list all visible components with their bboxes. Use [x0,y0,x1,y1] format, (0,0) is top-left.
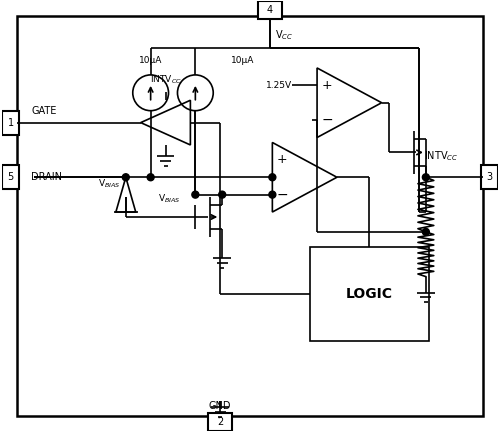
Text: LOGIC: LOGIC [346,287,393,301]
Circle shape [269,174,276,181]
Text: +: + [322,79,332,92]
Text: V$_{BIAS}$: V$_{BIAS}$ [98,178,121,191]
Bar [2,111,20,134]
Text: −: − [321,113,333,127]
Text: V$_{CC}$: V$_{CC}$ [275,28,293,42]
Text: V$_{BIAS}$: V$_{BIAS}$ [158,193,180,205]
Circle shape [422,229,430,235]
Bar [2,165,20,189]
Text: GND: GND [209,401,232,411]
Text: INTV$_{CC}$: INTV$_{CC}$ [150,74,182,86]
Circle shape [269,191,276,198]
Text: 3: 3 [486,172,492,182]
Text: INTV$_{CC}$: INTV$_{CC}$ [424,149,458,163]
Circle shape [422,174,430,181]
Bar [258,1,282,19]
Text: GATE: GATE [32,106,57,116]
Text: 10µA: 10µA [139,56,162,65]
Bar [310,247,429,341]
Circle shape [122,174,130,181]
Bar [480,165,498,189]
Text: 4: 4 [267,5,273,15]
Text: 5: 5 [8,172,14,182]
Text: 2: 2 [217,417,224,427]
Circle shape [192,191,199,198]
Bar [208,413,232,431]
Text: 1.25V: 1.25V [266,81,292,90]
Text: DRAIN: DRAIN [32,172,62,182]
Circle shape [147,174,154,181]
Text: −: − [276,187,288,202]
Circle shape [218,191,226,198]
Text: 1: 1 [8,118,14,127]
Text: 10µA: 10µA [231,56,254,65]
Text: +: + [277,153,287,166]
